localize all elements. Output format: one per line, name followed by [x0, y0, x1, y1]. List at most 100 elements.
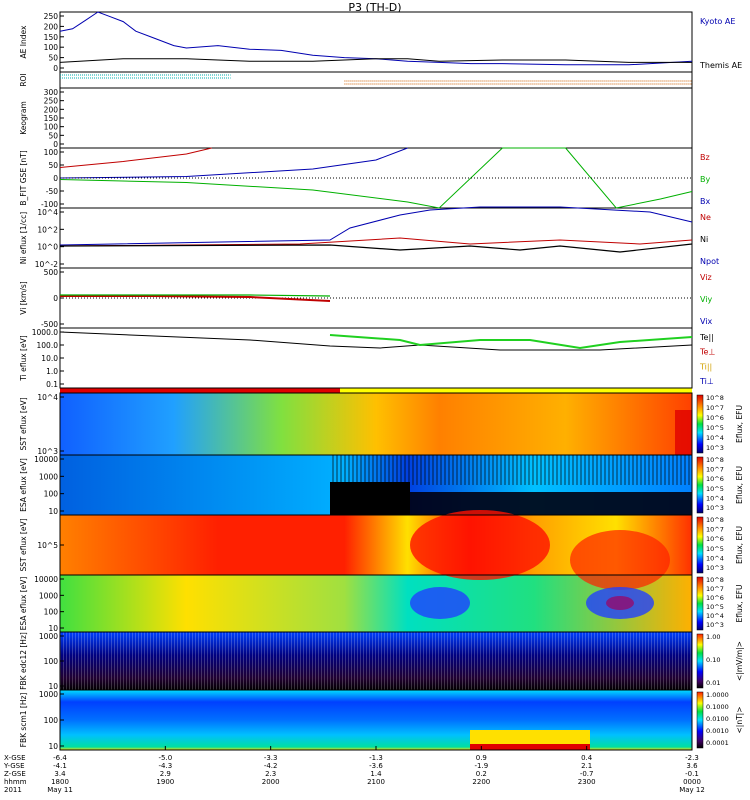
x-tick-label: -4.1: [53, 762, 67, 770]
x-tick-label: -1.3: [369, 754, 383, 762]
plot-title: P3 (TH-D): [348, 1, 401, 14]
series-line-bx: [59, 147, 408, 179]
legend-entry: Ti||: [699, 362, 712, 371]
colorbar: [696, 633, 704, 689]
x-tick-label: 1900: [156, 778, 174, 786]
spectrogram-feature: [470, 744, 590, 750]
panel-11: 1000 100 10 FBK edc12 [Hz] 1.00 0.10 0.01 <|mV/…: [19, 631, 744, 691]
y-tick-label: 10^4: [37, 208, 58, 217]
y-tick-label: 100: [44, 43, 59, 52]
x-tick-label: -1.9: [474, 762, 488, 770]
x-tick-label: May 12: [679, 786, 705, 794]
spectrogram-fill: [60, 690, 692, 750]
y-tick-label: 10: [48, 507, 58, 516]
colorbar-tick-label: 10^7: [706, 526, 724, 534]
legend-entry: Ni: [700, 235, 708, 244]
x-tick-label: 3.6: [686, 762, 698, 770]
x-tick-label: 0.2: [476, 770, 487, 778]
y-tick-label: 100: [44, 657, 59, 666]
spectrogram-feature: [410, 510, 550, 580]
y-axis-label: AE Index: [19, 25, 28, 58]
y-axis-label: ROI: [19, 73, 28, 86]
colorbar-tick-label: 10^4: [706, 554, 724, 562]
y-tick-label: 1000: [39, 632, 58, 641]
y-tick-label: 10^0: [37, 243, 58, 252]
x-tick-label: 2200: [472, 778, 490, 786]
x-axis-row-label: 2011: [4, 786, 22, 794]
y-axis-label: SST eflux [eV]: [19, 518, 28, 571]
y-tick-label: 10^5: [37, 541, 58, 550]
colorbar-label: <|mV/m|>: [735, 641, 744, 681]
y-tick-label: 10000: [34, 575, 58, 584]
y-axis-label: B_FIT GSE [nT]: [19, 150, 28, 205]
x-tick-label: 2100: [367, 778, 385, 786]
colorbar-tick-label: 10^4: [706, 612, 724, 620]
colorbar: [696, 516, 704, 574]
x-tick-label: 0000: [683, 778, 701, 786]
x-tick-label: 2000: [262, 778, 280, 786]
panel-frame: [59, 71, 693, 89]
legend-entry: Npot: [700, 257, 719, 266]
series-line-ne: [59, 237, 693, 247]
y-tick-label: 10: [48, 624, 58, 633]
y-tick-label: -100: [41, 200, 58, 209]
x-tick-label: -4.2: [264, 762, 278, 770]
x-tick-label: -3.3: [264, 754, 278, 762]
x-axis-row-label: X-GSE: [4, 754, 26, 762]
colorbar-tick-label: 10^8: [706, 394, 724, 402]
x-tick-label: -3.6: [369, 762, 383, 770]
colorbar-label: Eflux, EFU: [735, 466, 744, 504]
colorbar-tick-label: 1.00: [706, 633, 720, 641]
y-tick-label: 150: [44, 114, 59, 123]
colorbar-tick-label: 10^3: [706, 504, 724, 512]
x-tick-label: -6.4: [53, 754, 67, 762]
panel-frame: [59, 207, 693, 269]
spectrogram-feature: [410, 492, 692, 515]
x-axis-row-label: hhmm: [4, 778, 27, 786]
y-tick-label: 10: [48, 742, 58, 751]
colorbar-tick-label: 10^5: [706, 485, 724, 493]
legend-entry: Ne: [700, 213, 711, 222]
x-tick-label: 2.3: [265, 770, 276, 778]
x-tick-label: 2300: [578, 778, 596, 786]
x-axis-labels: X-GSEY-GSEZ-GSEhhmm2011-6.4-4.13.41800Ma…: [3, 746, 705, 794]
y-tick-label: 10.0: [41, 354, 58, 363]
y-axis-label: FBK scm1 [Hz]: [19, 693, 28, 748]
legend-entry: Viz: [700, 273, 712, 282]
series-line-ti-par: [329, 334, 693, 350]
colorbar-tick-label: 10^8: [706, 516, 724, 524]
y-tick-label: 1000: [39, 690, 58, 699]
y-tick-label: 1000: [39, 472, 58, 481]
colorbar-tick-label: 0.01: [706, 679, 720, 687]
panel-7: 10^4 10^3 SST eflux [eV] 10^8 10^7 10^6 10^5 10…: [19, 392, 744, 456]
panel-1: ROI: [19, 71, 693, 89]
legend-entry: Themis AE: [699, 61, 742, 70]
colorbar-label: Eflux, EFU: [735, 585, 744, 623]
colorbar-tick-label: 10^3: [706, 444, 724, 452]
y-tick-label: 1.0: [46, 367, 58, 376]
y-tick-label: 500: [44, 268, 59, 277]
y-tick-label: 200: [44, 22, 59, 31]
legend-entry: Te||: [699, 333, 714, 342]
y-tick-label: 100: [44, 490, 59, 499]
x-tick-label: 2.9: [160, 770, 171, 778]
spectrogram-feature: [410, 587, 470, 619]
colorbar: [696, 576, 704, 631]
x-tick-label: -0.7: [580, 770, 594, 778]
colorbar: [696, 394, 704, 454]
y-tick-label: 0: [53, 140, 58, 149]
colorbar-tick-label: 10^6: [706, 594, 724, 602]
y-tick-label: 1000: [39, 591, 58, 600]
x-tick-label: 0.9: [476, 754, 487, 762]
panel-frame: [59, 87, 693, 149]
y-tick-label: 100: [44, 148, 59, 157]
x-tick-label: -4.3: [158, 762, 172, 770]
x-tick-label: 1.4: [370, 770, 382, 778]
x-tick-label: -5.0: [158, 754, 172, 762]
panel-6: 1000.0 100.0 10.0 1.0 0.1 Ti eflux [eV] Te|| Te…: [19, 327, 715, 389]
status-bar: [340, 388, 692, 393]
